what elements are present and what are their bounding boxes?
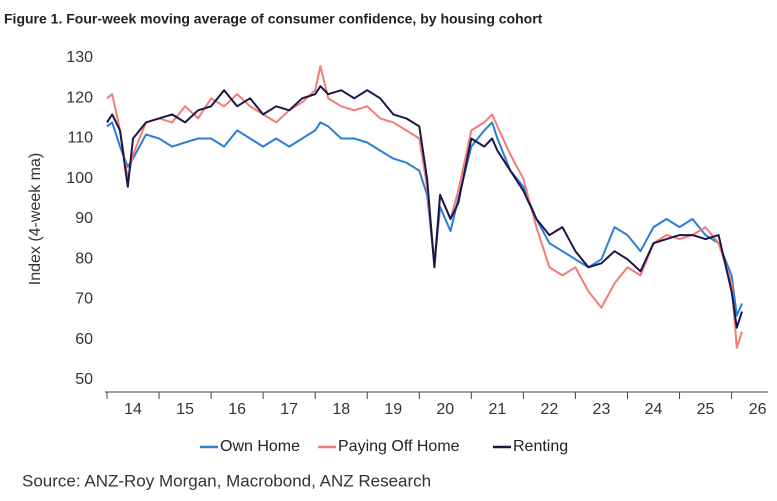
x-tick-label: 20: [436, 401, 454, 418]
chart-title: Figure 1. Four-week moving average of co…: [4, 11, 543, 27]
y-tick-label: 120: [66, 89, 93, 106]
y-tick-label: 60: [75, 331, 93, 348]
x-tick-label: 14: [124, 401, 142, 418]
x-tick-label: 16: [228, 401, 246, 418]
series-line: [106, 85, 743, 329]
x-tick-label: 17: [280, 401, 298, 418]
legend-label: Renting: [513, 438, 568, 455]
x-tick-label: 15: [176, 401, 194, 418]
x-tick-label: 23: [593, 401, 611, 418]
y-tick-label: 50: [75, 371, 93, 388]
y-tick-label: 110: [67, 130, 93, 147]
x-tick-label: 25: [697, 401, 715, 418]
y-tick-label: 100: [66, 170, 93, 187]
x-tick-label: 24: [645, 401, 663, 418]
y-tick-label: 90: [75, 210, 93, 227]
y-axis-label: Index (4-week ma): [27, 153, 44, 286]
x-tick-label: 22: [541, 401, 559, 418]
x-tick-label: 18: [332, 401, 350, 418]
y-tick-label: 70: [75, 291, 93, 308]
source-note: Source: ANZ-Roy Morgan, Macrobond, ANZ R…: [22, 471, 431, 490]
x-tick-label: 26: [749, 401, 767, 418]
x-tick-label: 19: [384, 401, 402, 418]
y-tick-label: 130: [66, 49, 93, 66]
y-tick-label: 80: [75, 250, 93, 267]
legend-label: Own Home: [220, 438, 300, 455]
x-tick-label: 21: [488, 401, 506, 418]
legend-label: Paying Off Home: [338, 438, 460, 455]
series-line: [106, 121, 743, 317]
